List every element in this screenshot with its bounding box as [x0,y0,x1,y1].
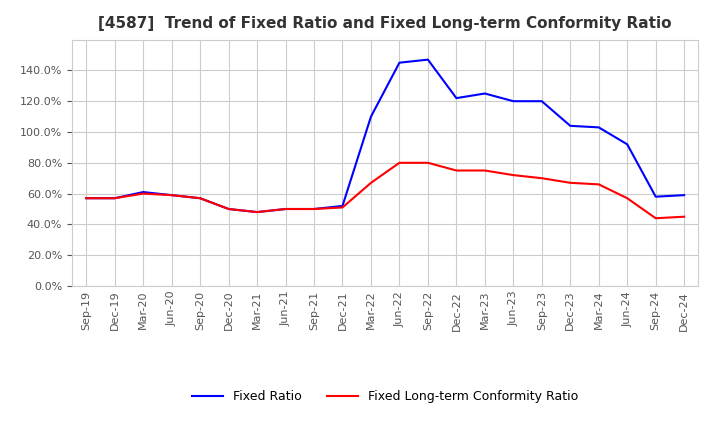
Fixed Long-term Conformity Ratio [423,160,432,165]
Fixed Ratio [537,99,546,104]
Fixed Ratio [623,142,631,147]
Line: Fixed Ratio: Fixed Ratio [86,59,684,212]
Fixed Ratio [139,189,148,194]
Fixed Ratio [566,123,575,128]
Fixed Ratio [480,91,489,96]
Fixed Ratio [82,195,91,201]
Fixed Long-term Conformity Ratio [167,192,176,198]
Fixed Ratio [338,203,347,209]
Title: [4587]  Trend of Fixed Ratio and Fixed Long-term Conformity Ratio: [4587] Trend of Fixed Ratio and Fixed Lo… [99,16,672,32]
Fixed Long-term Conformity Ratio [395,160,404,165]
Fixed Ratio [395,60,404,65]
Fixed Long-term Conformity Ratio [338,205,347,210]
Fixed Long-term Conformity Ratio [282,206,290,212]
Fixed Ratio [680,192,688,198]
Fixed Ratio [225,206,233,212]
Fixed Ratio [595,125,603,130]
Fixed Ratio [110,195,119,201]
Fixed Long-term Conformity Ratio [139,191,148,196]
Fixed Long-term Conformity Ratio [225,206,233,212]
Fixed Long-term Conformity Ratio [366,180,375,185]
Line: Fixed Long-term Conformity Ratio: Fixed Long-term Conformity Ratio [86,163,684,218]
Fixed Ratio [196,195,204,201]
Fixed Long-term Conformity Ratio [652,216,660,221]
Fixed Ratio [310,206,318,212]
Fixed Ratio [366,114,375,119]
Fixed Ratio [452,95,461,101]
Fixed Long-term Conformity Ratio [537,176,546,181]
Fixed Long-term Conformity Ratio [110,195,119,201]
Fixed Long-term Conformity Ratio [566,180,575,185]
Fixed Long-term Conformity Ratio [480,168,489,173]
Fixed Long-term Conformity Ratio [452,168,461,173]
Fixed Ratio [509,99,518,104]
Fixed Ratio [253,209,261,215]
Fixed Long-term Conformity Ratio [623,195,631,201]
Fixed Long-term Conformity Ratio [680,214,688,220]
Fixed Long-term Conformity Ratio [509,172,518,178]
Fixed Ratio [423,57,432,62]
Fixed Ratio [652,194,660,199]
Fixed Long-term Conformity Ratio [310,206,318,212]
Fixed Long-term Conformity Ratio [196,195,204,201]
Fixed Ratio [282,206,290,212]
Fixed Long-term Conformity Ratio [253,209,261,215]
Fixed Long-term Conformity Ratio [82,195,91,201]
Fixed Ratio [167,192,176,198]
Legend: Fixed Ratio, Fixed Long-term Conformity Ratio: Fixed Ratio, Fixed Long-term Conformity … [187,385,583,408]
Fixed Long-term Conformity Ratio [595,182,603,187]
